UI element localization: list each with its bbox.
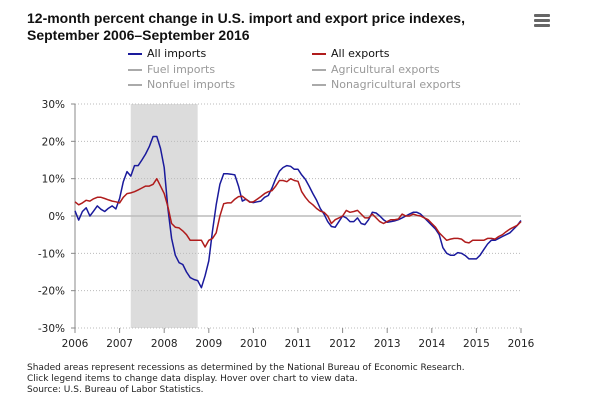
legend-label: Fuel imports [147, 63, 216, 76]
legend-item-nonfuel-imports[interactable]: Nonfuel imports [128, 78, 235, 91]
x-tick-label: 2008 [151, 338, 178, 350]
x-tick-label: 2013 [374, 338, 401, 350]
x-tick-label: 2011 [285, 338, 312, 350]
x-tick-label: 2009 [195, 338, 222, 350]
legend-swatch [312, 53, 326, 55]
x-tick-label: 2015 [463, 338, 490, 350]
note-recessions: Shaded areas represent recessions as det… [27, 363, 465, 373]
legend-label: Agricultural exports [331, 63, 440, 76]
x-tick-label: 2007 [106, 338, 133, 350]
legend-item-nonagricultural-exports[interactable]: Nonagricultural exports [312, 78, 461, 91]
legend-swatch [312, 84, 326, 86]
x-tick-label: 2014 [418, 338, 445, 350]
x-tick-label: 2006 [62, 338, 89, 350]
y-tick-label: 10% [42, 174, 65, 186]
legend-label: Nonagricultural exports [331, 78, 461, 91]
x-tick-label: 2012 [329, 338, 356, 350]
note-source: Source: U.S. Bureau of Labor Statistics. [27, 385, 204, 395]
legend-label: All exports [331, 47, 390, 60]
y-tick-label: 0% [48, 211, 65, 223]
legend-swatch [128, 69, 142, 71]
chart-title: 12-month percent change in U.S. import a… [27, 10, 465, 43]
legend-item-all-imports[interactable]: All imports [128, 47, 206, 60]
legend-label: Nonfuel imports [147, 78, 236, 91]
legend-item-agricultural-exports[interactable]: Agricultural exports [312, 63, 440, 76]
series-line-all-exports[interactable] [74, 177, 522, 248]
legend-swatch [312, 69, 326, 71]
legend-label: All imports [147, 47, 207, 60]
y-tick-label: 30% [42, 99, 65, 111]
hamburger-menu-icon[interactable] [534, 14, 550, 27]
y-tick-label: -10% [38, 248, 65, 260]
note-instructions: Click legend items to change data displa… [27, 374, 358, 384]
legend-item-fuel-imports[interactable]: Fuel imports [128, 63, 215, 76]
chart-notes: Shaded areas represent recessions as det… [27, 363, 465, 396]
y-tick-label: -20% [38, 286, 65, 298]
x-tick-label: 2016 [508, 338, 535, 350]
y-tick-label: -30% [38, 323, 65, 335]
series-line-all-imports[interactable] [74, 135, 522, 289]
legend-item-all-exports[interactable]: All exports [312, 47, 390, 60]
legend-swatch [128, 84, 142, 86]
y-tick-label: 20% [42, 136, 65, 148]
x-tick-label: 2010 [240, 338, 267, 350]
legend-swatch [128, 53, 142, 55]
